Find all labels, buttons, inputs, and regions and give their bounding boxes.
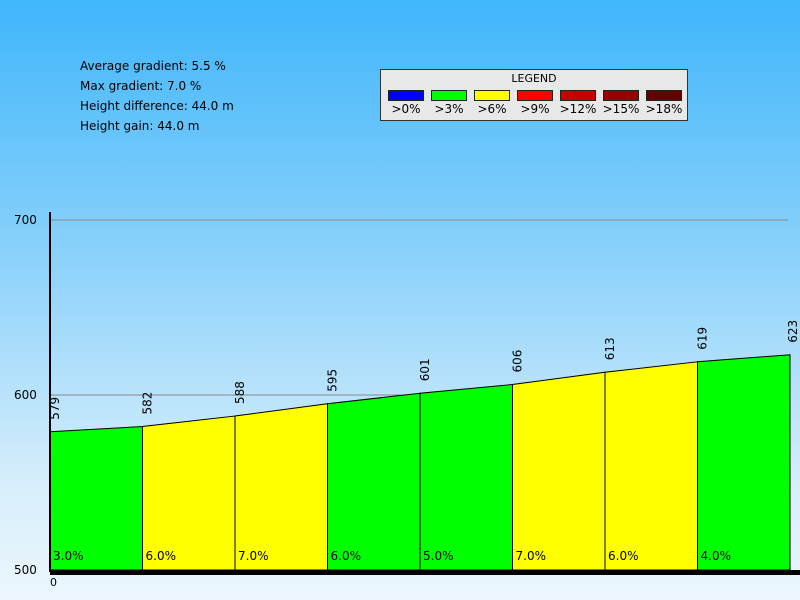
- legend-label: >6%: [477, 102, 507, 116]
- legend-swatch: [560, 90, 596, 101]
- max-gradient: Max gradient: 7.0 %: [80, 79, 202, 93]
- legend-swatch: [603, 90, 639, 101]
- elevation-label: 623: [786, 320, 800, 343]
- x-tick-label: 0: [50, 576, 57, 589]
- legend-swatch: [431, 90, 467, 101]
- x-axis: [50, 570, 800, 575]
- elevation-label: 588: [233, 381, 247, 404]
- height-gain: Height gain: 44.0 m: [80, 119, 200, 133]
- y-tick-label: 600: [14, 388, 37, 402]
- gradient-label: 4.0%: [701, 549, 732, 563]
- height-difference: Height difference: 44.0 m: [80, 99, 234, 113]
- profile-segment: [604, 361, 698, 571]
- profile-segment: [327, 392, 421, 571]
- legend-title: LEGEND: [511, 72, 557, 85]
- gradient-label: 5.0%: [423, 549, 454, 563]
- legend-label: >9%: [520, 102, 550, 116]
- profile-segment: [419, 383, 513, 571]
- legend-label: >15%: [602, 102, 640, 116]
- gradient-label: 6.0%: [146, 549, 177, 563]
- average-gradient: Average gradient: 5.5 %: [80, 59, 226, 73]
- legend-swatch: [646, 90, 682, 101]
- gradient-label: 6.0%: [608, 549, 639, 563]
- legend-swatch: [517, 90, 553, 101]
- profile-segment: [512, 371, 606, 571]
- profile-segment: [234, 403, 328, 571]
- elevation-label: 601: [418, 358, 432, 381]
- gradient-label: 3.0%: [53, 549, 84, 563]
- legend-swatch: [388, 90, 424, 101]
- elevation-label: 582: [141, 392, 155, 415]
- legend-label: >12%: [559, 102, 597, 116]
- y-tick-label: 700: [14, 213, 37, 227]
- profile-segment: [697, 354, 791, 571]
- legend-label: >0%: [391, 102, 421, 116]
- elevation-label: 579: [48, 397, 62, 420]
- gradient-label: 7.0%: [516, 549, 547, 563]
- gradient-label: 6.0%: [331, 549, 362, 563]
- elevation-label: 619: [696, 327, 710, 350]
- gradient-label: 7.0%: [238, 549, 269, 563]
- elevation-label: 595: [326, 369, 340, 392]
- legend-label: >18%: [645, 102, 683, 116]
- elevation-label: 606: [511, 350, 525, 373]
- elevation-label: 613: [603, 337, 617, 360]
- legend-swatch: [474, 90, 510, 101]
- legend-label: >3%: [434, 102, 464, 116]
- stats-panel: Average gradient: 5.5 % Max gradient: 7.…: [80, 58, 234, 138]
- y-tick-label: 500: [14, 563, 37, 577]
- legend: LEGEND >0% >3% >6% >9% >12% >15% >18%: [380, 69, 688, 121]
- profile-segment: [142, 415, 236, 571]
